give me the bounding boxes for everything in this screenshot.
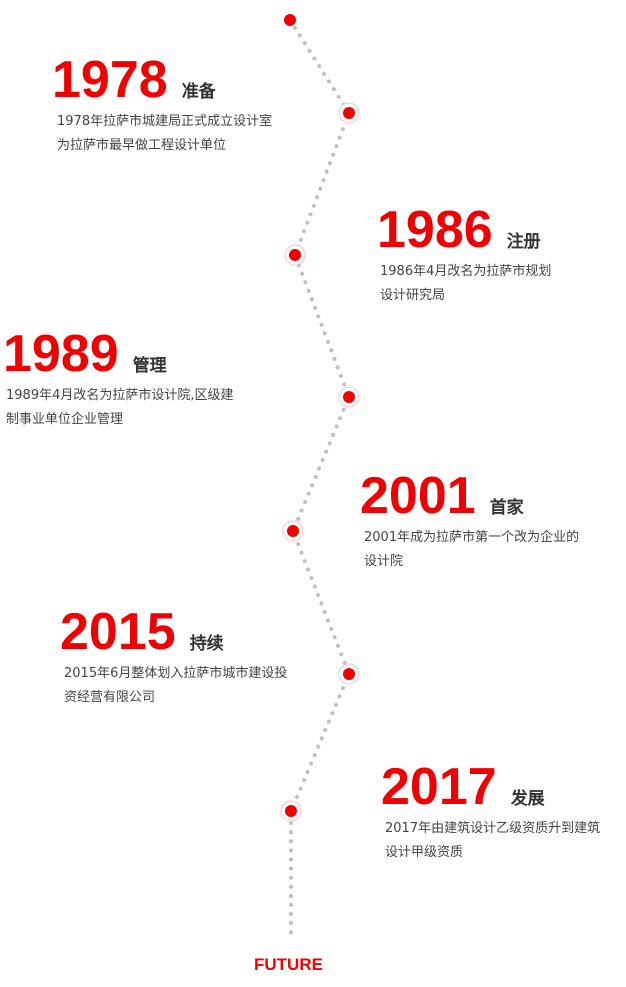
desc-line: 1978年拉萨市城建局正式成立设计室 (57, 114, 273, 129)
node-2015 (338, 663, 360, 685)
year: 1986 (377, 201, 493, 259)
item-title: 注册 (506, 232, 541, 252)
year: 1989 (3, 325, 119, 383)
item-title: 管理 (132, 356, 167, 376)
year: 2015 (60, 603, 176, 661)
year: 2001 (360, 467, 476, 525)
desc-line: 设计院 (364, 554, 404, 569)
future-label: FUTURE (254, 955, 323, 974)
year: 2017 (381, 758, 497, 816)
timeline-item: 1986 注册 1986年4月改名为拉萨市规划 设计研究局 (377, 204, 551, 308)
item-title: 首家 (489, 498, 524, 518)
node-1986 (284, 244, 306, 266)
desc-line: 设计甲级资质 (385, 845, 464, 860)
start-dot (284, 14, 296, 26)
timeline-item: 2015 持续 2015年6月整体划入拉萨市城市建设投 资经营有限公司 (60, 606, 287, 710)
desc-line: 资经营有限公司 (64, 690, 156, 705)
desc-line: 2015年6月整体划入拉萨市城市建设投 (64, 666, 288, 681)
item-title: 持续 (189, 634, 224, 654)
year: 1978 (52, 51, 168, 109)
timeline-item: 2017 发展 2017年由建筑设计乙级资质升到建筑 设计甲级资质 (381, 761, 600, 865)
desc-line: 为拉萨市最早做工程设计单位 (57, 138, 227, 153)
desc-line: 制事业单位企业管理 (6, 412, 124, 427)
timeline-item: 1978 准备 1978年拉萨市城建局正式成立设计室 为拉萨市最早做工程设计单位 (52, 54, 272, 158)
timeline-item: 2001 首家 2001年成为拉萨市第一个改为企业的 设计院 (360, 470, 579, 574)
item-title: 准备 (181, 82, 216, 102)
node-1978 (338, 102, 360, 124)
desc-line: 2017年由建筑设计乙级资质升到建筑 (385, 821, 601, 836)
item-title: 发展 (510, 789, 545, 809)
desc-line: 1989年4月改名为拉萨市设计院,区级建 (6, 388, 234, 403)
node-2017 (280, 800, 302, 822)
timeline-item: 1989 管理 1989年4月改名为拉萨市设计院,区级建 制事业单位企业管理 (3, 328, 234, 432)
desc-line: 设计研究局 (380, 288, 446, 303)
desc-line: 2001年成为拉萨市第一个改为企业的 (364, 530, 580, 545)
node-1989 (338, 386, 360, 408)
desc-line: 1986年4月改名为拉萨市规划 (380, 264, 552, 279)
node-2001 (282, 520, 304, 542)
